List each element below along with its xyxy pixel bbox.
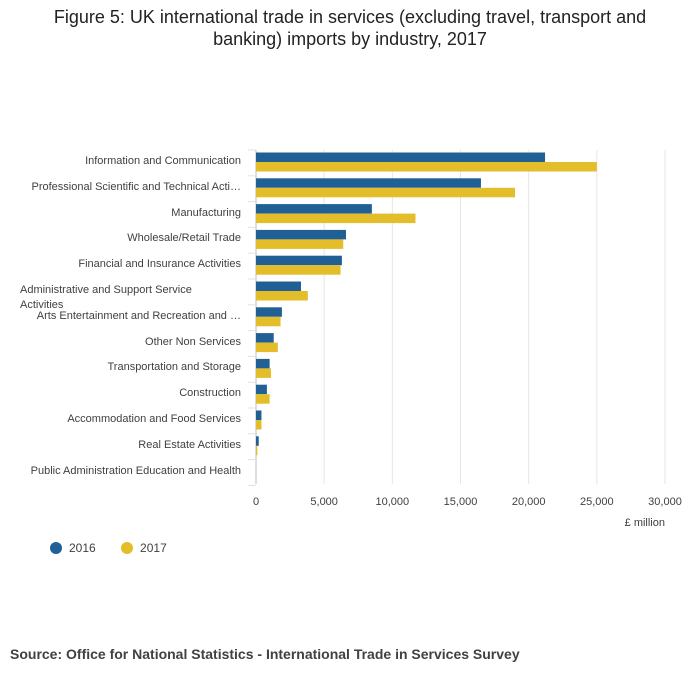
bar-2016	[256, 152, 546, 162]
category-label: Accommodation and Food Services	[67, 413, 241, 425]
bar-2017	[256, 213, 416, 224]
bar-2016	[256, 204, 372, 214]
bar-2017	[256, 265, 341, 275]
x-tick-label: 20,000	[512, 496, 546, 508]
bar-2016	[256, 281, 301, 291]
bar-2016	[256, 229, 346, 240]
chart-title: Figure 5: UK international trade in serv…	[53, 7, 647, 49]
source-note: Source: Office for National Statistics -…	[10, 646, 520, 662]
legend-dot-2017	[121, 542, 134, 554]
category-label: Manufacturing	[171, 206, 241, 219]
category-label: Wholesale/Retail Trade	[127, 232, 241, 245]
bar-2017	[256, 342, 278, 353]
category-label: Administrative and Support Service Activ…	[20, 284, 192, 311]
category-label: Construction	[179, 387, 241, 400]
legend: 2016 2017	[50, 541, 189, 557]
legend-item-2016: 2016	[50, 541, 96, 555]
bar-2017	[256, 187, 516, 198]
bar-2016	[256, 333, 274, 343]
x-tick-label: 5,000	[310, 496, 338, 508]
bar-2017	[256, 394, 270, 404]
legend-item-2017: 2017	[121, 541, 167, 555]
category-label: Information and Communication	[85, 155, 241, 167]
bar-2016	[256, 436, 259, 446]
bar-2016	[256, 178, 481, 188]
category-label: Transportation and Storage	[107, 361, 241, 374]
bar-2017	[256, 316, 281, 327]
bar-2017	[256, 420, 262, 430]
bar-2017	[256, 445, 258, 456]
bar-2016	[256, 307, 282, 317]
category-label: Arts Entertainment and Recreation and …	[36, 309, 241, 322]
category-label: Financial and Insurance Activities	[78, 258, 241, 271]
legend-dot-2016	[50, 542, 62, 554]
x-axis-label: £ million	[625, 517, 665, 529]
x-tick-label: 0	[253, 496, 259, 508]
bar-2016	[256, 358, 270, 369]
legend-label-2016: 2016	[69, 541, 96, 555]
bar-2017	[256, 368, 271, 378]
x-tick-label: 10,000	[376, 496, 410, 508]
x-tick-label: 30,000	[648, 496, 682, 508]
bar-2016	[256, 255, 342, 266]
bar-2016	[256, 410, 262, 420]
category-label: Real Estate Activities	[138, 438, 241, 451]
legend-label-2017: 2017	[140, 541, 167, 555]
category-label: Public Administration Education and Heal…	[30, 464, 241, 477]
x-tick-label: 15,000	[444, 496, 478, 508]
category-label: Professional Scientific and Technical Ac…	[31, 180, 241, 193]
bar-2017	[256, 162, 597, 172]
x-tick-label: 25,000	[580, 496, 614, 508]
category-label: Other Non Services	[145, 335, 241, 348]
bar-2017	[256, 291, 308, 301]
bar-2016	[256, 384, 267, 395]
bar-2017	[256, 239, 344, 249]
